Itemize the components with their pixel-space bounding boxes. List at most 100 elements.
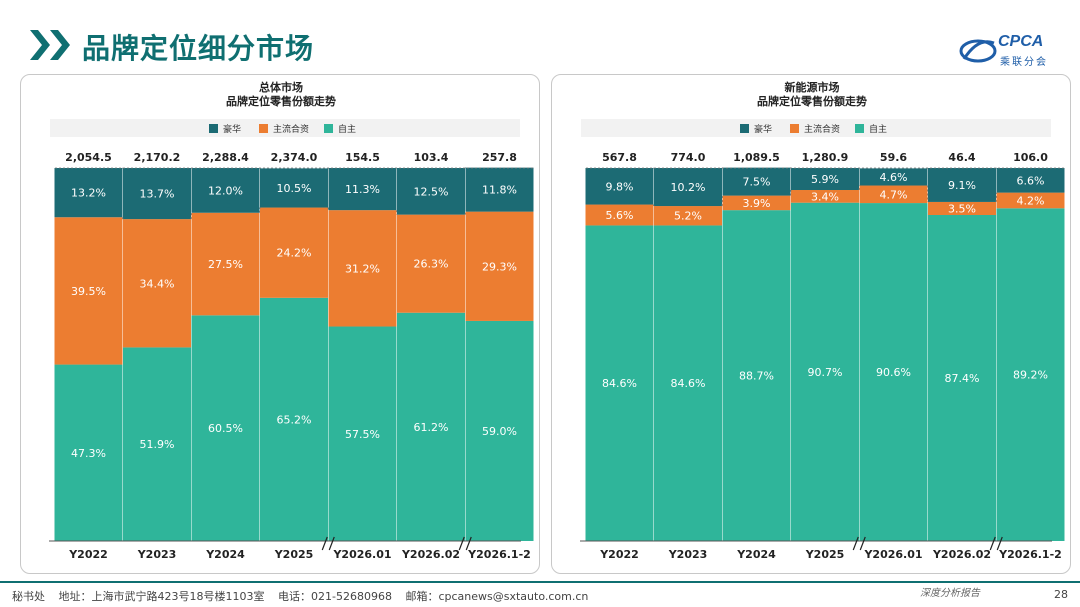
data-label: 4.7% [880,188,908,201]
data-label: 5.2% [674,210,702,223]
x-tick-label: Y2026.1-2 [467,548,531,561]
bar-segment [191,212,260,316]
axis-break-mark [859,536,866,551]
bar-segment [123,168,191,220]
bar-segment [996,168,1065,193]
total-label: 46.4 [948,151,975,164]
connector-line [858,185,860,191]
data-label: 5.9% [811,173,839,186]
bar-segment [54,217,123,365]
data-label: 5.6% [606,209,634,222]
data-label: 11.3% [345,183,380,196]
legend-swatch [740,124,749,133]
data-label: 13.2% [71,187,106,200]
x-tick-label: Y2025 [805,548,845,561]
data-label: 51.9% [140,438,175,451]
bar-segment [996,192,1065,209]
data-label: 3.5% [948,202,976,215]
connector-line [327,207,329,211]
x-tick-label: Y2022 [599,548,639,561]
legend-background [581,119,1051,137]
data-label: 61.2% [414,421,449,434]
axis-break-mark [465,536,472,551]
axis-break-mark [458,536,465,551]
axis-break-mark [321,536,328,551]
bar-segment [260,297,328,541]
footer-divider [0,581,1080,583]
bar-segment [260,168,328,208]
footer-address: 地址：上海市武宁路423号18号楼1103室 [58,590,265,603]
bar-segment [654,206,722,226]
bar-segment [928,214,996,542]
data-label: 88.7% [739,370,774,383]
data-label: 9.1% [948,179,976,192]
page-number: 28 [1054,588,1068,601]
bar-segment [585,168,654,205]
bar-segment [397,214,465,313]
data-label: 65.2% [277,413,312,426]
chevron-right-icon [50,30,70,60]
total-label: 2,054.5 [65,151,112,164]
bar-segment [397,312,465,541]
page-header: 品牌定位细分市场 CPCA 乘联分会 [0,0,1080,70]
total-label: 257.8 [482,151,517,164]
data-label: 90.7% [808,366,843,379]
bar-segment [791,168,859,191]
total-label: 2,374.0 [271,151,318,164]
axis-break-mark [996,536,1003,551]
bar-segment [928,201,996,215]
bar-segment [791,190,859,203]
connector-line [464,211,466,215]
connector-line [721,195,723,207]
x-tick-label: Y2022 [68,548,108,561]
total-label: 154.5 [345,151,380,164]
legend-label: 自主 [338,123,356,135]
legend-swatch [855,124,864,133]
data-label: 10.2% [671,181,706,194]
x-tick-label: Y2023 [668,548,708,561]
legend-label: 主流合资 [804,123,840,135]
cpca-logo: CPCA 乘联分会 [958,33,1058,68]
total-label: 1,280.9 [802,151,849,164]
data-label: 27.5% [208,258,243,271]
data-label: 90.6% [876,366,911,379]
chart-title: 总体市场 [259,80,303,94]
data-label: 89.2% [1013,369,1048,382]
footer-contact: 秘书处 地址：上海市武宁路423号18号楼1103室 电话：021-526809… [12,588,598,604]
bar-segment [328,326,397,541]
axis-break-mark [989,536,996,551]
legend-swatch [790,124,799,133]
data-label: 4.2% [1017,194,1045,207]
data-label: 87.4% [945,372,980,385]
bar-segment [191,315,260,541]
bar-segment [928,168,996,202]
chart-subtitle: 品牌定位零售份额走势 [757,94,867,108]
x-tick-label: Y2024 [205,548,245,561]
data-label: 59.0% [482,425,517,438]
data-label: 13.7% [140,188,175,201]
bar-segment [465,211,534,321]
total-label: 2,170.2 [134,151,181,164]
axis-break-mark [328,536,335,551]
x-tick-label: Y2026.01 [332,548,391,561]
bar-segment [654,168,722,207]
footer-email: 邮箱：cpcanews@sxtauto.com.cn [405,590,589,603]
bar-segment [585,204,654,226]
bar-segment [722,167,791,196]
bar-segment [54,364,123,541]
legend-label: 自主 [869,123,887,135]
legend-label: 主流合资 [273,123,309,135]
data-label: 60.5% [208,422,243,435]
bar-segment [465,320,534,541]
connector-line [995,192,997,202]
total-label: 567.8 [602,151,637,164]
data-label: 7.5% [743,176,771,189]
connector-line [790,189,792,196]
total-label: 2,288.4 [202,151,249,164]
connector-line [190,212,192,220]
legend-label: 豪华 [223,123,241,135]
bar-segment [465,167,534,212]
data-label: 31.2% [345,262,380,275]
